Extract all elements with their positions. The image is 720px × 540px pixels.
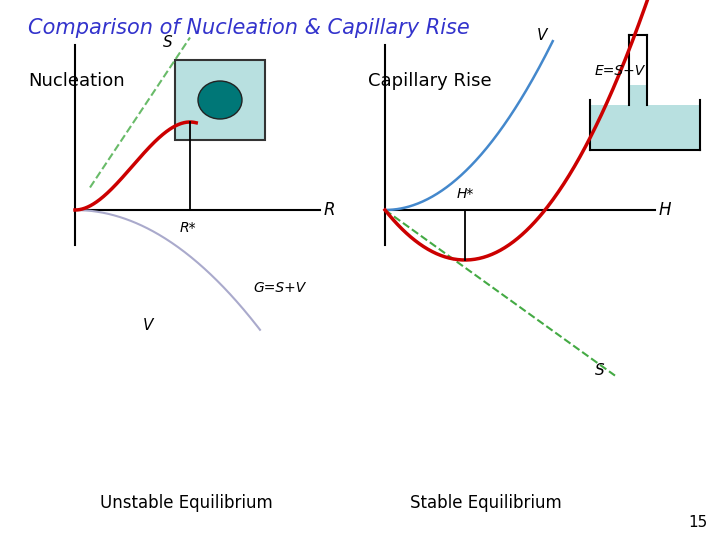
Text: V: V: [143, 318, 153, 333]
Text: H*: H*: [457, 187, 474, 201]
Text: S: S: [595, 363, 605, 378]
Ellipse shape: [198, 81, 242, 119]
Text: G=S+V: G=S+V: [253, 281, 305, 295]
Text: S: S: [163, 35, 173, 50]
Bar: [175, 60, 265, 140]
Bar: [630, 35, 646, 85]
Bar: [629, 85, 647, 150]
Text: R*: R*: [180, 221, 197, 235]
Text: V: V: [537, 28, 547, 43]
Text: H: H: [659, 201, 672, 219]
Text: Nucleation: Nucleation: [28, 72, 125, 90]
Text: R: R: [324, 201, 336, 219]
Text: E=S+V: E=S+V: [595, 64, 645, 78]
Bar: [590, 105, 700, 150]
Text: Unstable Equilibrium: Unstable Equilibrium: [100, 494, 273, 512]
Text: Capillary Rise: Capillary Rise: [368, 72, 492, 90]
Text: Comparison of Nucleation & Capillary Rise: Comparison of Nucleation & Capillary Ris…: [28, 18, 469, 38]
Text: Stable Equilibrium: Stable Equilibrium: [410, 494, 562, 512]
Text: 15: 15: [689, 515, 708, 530]
